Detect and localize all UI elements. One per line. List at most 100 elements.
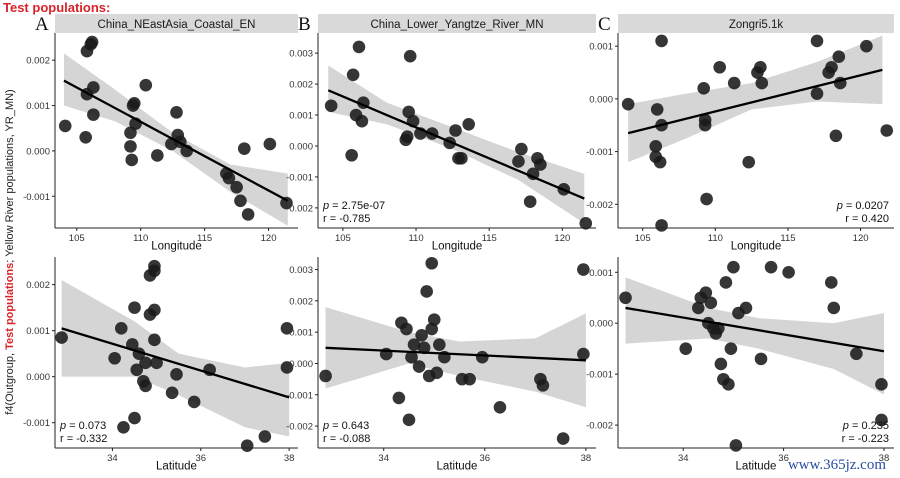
y-tick-label: 0.003 [289,49,313,60]
x-tick-label: 34 [678,453,689,464]
data-point [128,411,141,425]
p-value: p = 2.75e-07 [322,200,385,212]
p-value: p = 0.073 [59,420,106,432]
y-tick-label: 0.002 [289,80,313,91]
strip-header [618,14,894,33]
data-point [523,195,537,208]
data-point [258,430,272,443]
y-tick-label: 0.000 [589,319,613,330]
x-tick-label: 115 [197,233,212,244]
data-point [577,263,590,276]
data-point [280,361,294,374]
data-point [222,171,236,185]
data-point [126,338,139,351]
data-point [697,82,711,95]
p-symbol: p [836,200,843,212]
panel-2: China_Lower_Yangtze_River_MN B -0.002 -0.00… [286,14,596,253]
regression-line [327,89,585,200]
data-point [699,286,713,299]
x-tick-label: 105 [635,233,651,244]
data-point [55,331,68,344]
y-tick-label: -0.002 [286,203,313,214]
regression-line [61,327,290,399]
data-point [124,140,137,153]
data-point [130,363,144,377]
data-point [782,265,795,279]
data-point [827,301,841,315]
data-point [108,351,121,365]
data-point [714,357,728,371]
data-point [650,103,664,116]
data-point [87,108,100,121]
y-axis-label: f4(Outgroup, Test populations; Yellow Ri… [4,89,16,414]
data-point [415,328,428,342]
p-value-text: = 0.235 [849,420,889,432]
data-point [425,256,439,270]
r-value: r = -0.223 [842,433,889,445]
y-tick-label: -0.002 [286,422,313,433]
r-value: r = -0.785 [323,213,370,225]
data-point [526,167,540,181]
p-value-text: = 0.643 [329,420,369,432]
data-point [355,114,369,128]
data-point [58,119,72,133]
p-value: p = 0.235 [842,420,889,432]
data-point [621,97,635,111]
data-point [148,303,161,317]
data-point [85,35,99,49]
data-point [832,50,846,64]
x-tick-label: 34 [378,453,389,464]
data-point [165,386,179,400]
data-point [653,155,667,169]
confidence-band [628,35,883,163]
data-point [79,131,92,144]
data-point [170,368,183,381]
data-point [150,356,163,370]
data-point [729,439,743,452]
y-tick-label: 0.000 [289,141,313,152]
p-value-text: = 2.75e-07 [329,200,385,212]
data-point [412,360,426,373]
y-axis-label-part-1: f4(Outgroup, [4,350,16,415]
p-symbol: p [322,200,329,212]
y-axis-label-part-3: ; Yellow River populations, YR_MN) [4,89,16,262]
data-point [824,276,838,289]
data-point [619,291,632,305]
data-point [764,260,778,274]
strip-header [55,14,298,33]
data-point [515,142,528,156]
data-point [402,413,416,427]
y-tick-label: -0.002 [586,200,613,211]
x-tick-label: 36 [480,453,491,464]
x-tick-label: 36 [196,453,207,464]
data-point [462,118,476,131]
panel-6: -0.002 -0.001 0.000 0.001 34 36 38 Latitude p = … [586,257,894,473]
data-point [850,347,863,361]
data-point [713,60,726,74]
x-tick-label: 38 [879,453,890,464]
data-point [810,34,824,48]
y-axis-label-part-2: Test populations [4,263,16,350]
y-tick-label: -0.001 [586,147,613,158]
data-point [679,342,693,355]
data-point [536,379,550,392]
data-point [400,322,413,336]
data-point [263,137,277,151]
confidence-band [325,307,586,408]
data-point [649,140,663,153]
strip-title: China_Lower_Yangtze_River_MN [370,19,543,31]
y-tick-label: -0.001 [23,192,50,203]
data-point [230,180,243,194]
r-value: r = -0.088 [323,433,370,445]
data-point [719,276,733,289]
data-point [755,76,769,90]
p-symbol: p [842,420,849,432]
x-tick-label: 38 [284,453,295,464]
y-tick-label: 0.001 [289,328,313,339]
data-point [722,378,735,391]
p-value-text: = 0.073 [66,420,106,432]
panel-letter: B [298,14,311,35]
data-point [825,60,838,74]
data-point [475,350,489,364]
x-tick-label: 105 [69,233,85,244]
